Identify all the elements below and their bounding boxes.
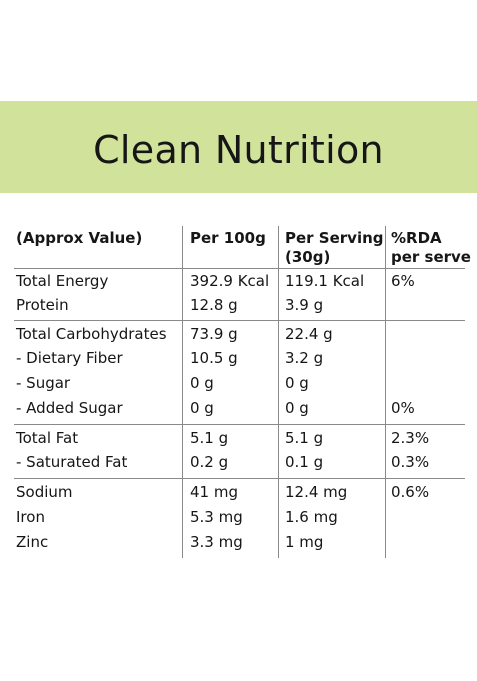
row-serving: 0.1 g bbox=[285, 453, 324, 471]
row-rda: 6% bbox=[391, 272, 415, 290]
row-per100: 3.3 mg bbox=[190, 533, 243, 551]
row-divider bbox=[14, 424, 465, 425]
row-rda: 0.3% bbox=[391, 453, 430, 471]
header-per-serve: per serve bbox=[391, 248, 471, 266]
row-rda: 2.3% bbox=[391, 429, 430, 447]
row-label: - Dietary Fiber bbox=[16, 349, 123, 367]
header-per-serving: Per Serving bbox=[285, 229, 384, 247]
header-serving-size: (30g) bbox=[285, 248, 331, 266]
row-serving: 22.4 g bbox=[285, 325, 333, 343]
row-divider bbox=[14, 320, 465, 321]
row-serving: 3.2 g bbox=[285, 349, 324, 367]
row-per100: 10.5 g bbox=[190, 349, 238, 367]
row-serving: 1 mg bbox=[285, 533, 324, 551]
row-label: - Saturated Fat bbox=[16, 453, 128, 471]
column-divider bbox=[182, 226, 183, 558]
column-divider bbox=[385, 226, 386, 558]
row-per100: 0 g bbox=[190, 399, 214, 417]
row-per100: 41 mg bbox=[190, 483, 238, 501]
row-per100: 5.3 mg bbox=[190, 508, 243, 526]
row-label: Total Carbohydrates bbox=[16, 325, 167, 343]
row-per100: 12.8 g bbox=[190, 296, 238, 314]
header-approx-value: (Approx Value) bbox=[16, 229, 143, 247]
row-serving: 1.6 mg bbox=[285, 508, 338, 526]
row-label: Zinc bbox=[16, 533, 49, 551]
row-label: Iron bbox=[16, 508, 45, 526]
row-divider bbox=[14, 478, 465, 479]
title-banner: Clean Nutrition bbox=[0, 101, 477, 193]
row-per100: 0 g bbox=[190, 374, 214, 392]
row-rda: 0.6% bbox=[391, 483, 430, 501]
header-per-100g: Per 100g bbox=[190, 229, 266, 247]
row-serving: 0 g bbox=[285, 399, 309, 417]
row-per100: 0.2 g bbox=[190, 453, 229, 471]
row-serving: 3.9 g bbox=[285, 296, 324, 314]
row-serving: 12.4 mg bbox=[285, 483, 348, 501]
row-per100: 5.1 g bbox=[190, 429, 229, 447]
row-label: Total Fat bbox=[16, 429, 79, 447]
column-divider bbox=[278, 226, 279, 558]
row-divider bbox=[14, 268, 465, 269]
row-serving: 0 g bbox=[285, 374, 309, 392]
row-serving: 5.1 g bbox=[285, 429, 324, 447]
row-label: Sodium bbox=[16, 483, 73, 501]
row-label: Protein bbox=[16, 296, 69, 314]
row-label: - Sugar bbox=[16, 374, 71, 392]
row-rda: 0% bbox=[391, 399, 415, 417]
row-label: - Added Sugar bbox=[16, 399, 123, 417]
header-rda: %RDA bbox=[391, 229, 442, 247]
row-label: Total Energy bbox=[16, 272, 109, 290]
page-title: Clean Nutrition bbox=[93, 128, 384, 172]
row-per100: 392.9 Kcal bbox=[190, 272, 270, 290]
row-per100: 73.9 g bbox=[190, 325, 238, 343]
row-serving: 119.1 Kcal bbox=[285, 272, 365, 290]
